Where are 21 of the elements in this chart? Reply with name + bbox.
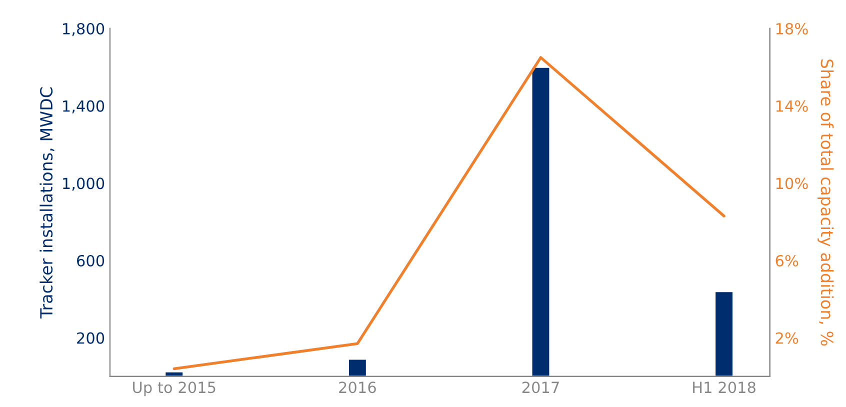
bar [530, 66, 551, 376]
y-axis-title: Tracker installations, MWDC [40, 87, 54, 319]
y-tick-label: 600 [77, 254, 104, 266]
x-tick-label: 2016 [339, 382, 376, 394]
bar [348, 358, 368, 376]
bar [164, 370, 184, 376]
x-tick-label: Up to 2015 [133, 382, 216, 396]
y2-tick-label: 18% [776, 22, 808, 35]
line-series [172, 56, 726, 370]
y-tick-label: 1,400 [63, 100, 104, 114]
x-tick-label: 2017 [522, 382, 559, 394]
y-tick-label: 200 [77, 332, 104, 344]
bar [714, 290, 734, 376]
y2-tick-label: 10% [776, 178, 808, 190]
y-tick-label: 1,800 [63, 22, 104, 36]
y2-axis-title: Share of total capacity addition, % [818, 59, 834, 346]
y2-tick-label: 6% [776, 254, 798, 266]
x-tick-label: H1 2018 [693, 382, 756, 394]
y-tick-label: 1,000 [63, 178, 104, 191]
y2-tick-label: 14% [776, 100, 808, 112]
y2-tick-label: 2% [776, 332, 798, 344]
